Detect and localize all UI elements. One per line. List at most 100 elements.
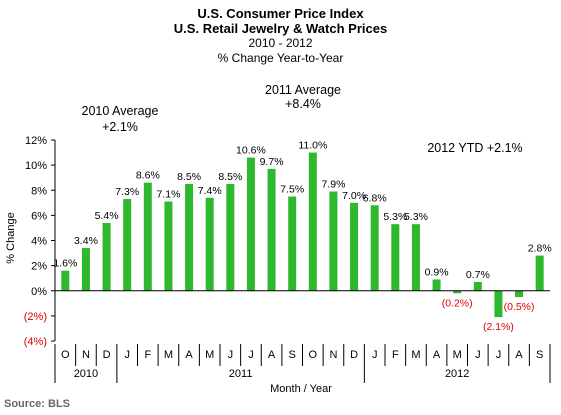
bar bbox=[143, 182, 152, 291]
x-tick-label: D bbox=[103, 349, 111, 361]
x-tick-label: J bbox=[475, 349, 481, 361]
bar bbox=[494, 290, 503, 318]
value-label: 8.5% bbox=[218, 171, 242, 183]
bars bbox=[61, 152, 544, 318]
bar bbox=[453, 290, 462, 294]
value-label: 0.7% bbox=[466, 269, 490, 281]
value-label: 10.6% bbox=[236, 145, 266, 157]
x-tick-label: M bbox=[164, 349, 173, 361]
annotation-line1: 2012 YTD +2.1% bbox=[427, 141, 522, 155]
bar bbox=[246, 157, 255, 291]
annotation-line1: 2011 Average bbox=[265, 83, 341, 97]
value-label: 7.9% bbox=[321, 179, 345, 191]
x-tick-label: F bbox=[392, 349, 399, 361]
x-tick-label: J bbox=[124, 349, 130, 361]
value-label: 7.4% bbox=[198, 185, 222, 197]
bar bbox=[350, 202, 359, 291]
bar bbox=[432, 279, 441, 291]
value-label: 7.3% bbox=[115, 186, 139, 198]
chart-title: U.S. Consumer Price Index bbox=[197, 6, 364, 21]
value-label: 5.3% bbox=[383, 211, 407, 223]
x-tick-label: M bbox=[205, 349, 214, 361]
y-axis-label: % Change bbox=[5, 212, 17, 263]
bar bbox=[535, 255, 544, 291]
bar bbox=[473, 281, 482, 291]
value-label: 5.3% bbox=[404, 211, 428, 223]
bar bbox=[411, 224, 420, 291]
x-tick-label: J bbox=[248, 349, 254, 361]
value-label: 6.8% bbox=[363, 192, 387, 204]
bar bbox=[370, 205, 379, 291]
y-tick-label: 12% bbox=[25, 135, 47, 147]
value-labels: 1.6% 3.4% 5.4% 7.3% 8.6% 7.1% 8.5% 7.4% 8.5% 10.6… bbox=[53, 140, 551, 334]
y-tick-label: 4% bbox=[31, 236, 47, 248]
x-tick-label: M bbox=[411, 349, 420, 361]
x-tick-label: S bbox=[536, 349, 543, 361]
annotation-line2: +8.4% bbox=[285, 97, 321, 111]
chart-period: 2010 - 2012 bbox=[248, 36, 313, 50]
x-tick-label: O bbox=[61, 349, 70, 361]
x-tick-label: D bbox=[350, 349, 358, 361]
x-tick-label: J bbox=[228, 349, 234, 361]
year-label: 2012 bbox=[445, 368, 469, 380]
annotations: 2010 Average +2.1% 2011 Average+8.4% 2012 Y… bbox=[82, 83, 523, 155]
x-tick-label: A bbox=[515, 349, 523, 361]
y-tick-label: 0% bbox=[31, 286, 47, 298]
value-label: 2.8% bbox=[528, 243, 552, 255]
bar bbox=[61, 270, 70, 291]
y-tick-label: 10% bbox=[25, 160, 47, 172]
annotation-line2: +2.1% bbox=[102, 120, 138, 134]
bar bbox=[81, 248, 90, 291]
value-label: 7.0% bbox=[342, 190, 366, 202]
bar bbox=[205, 197, 214, 291]
x-tick-label: A bbox=[433, 349, 441, 361]
value-label: 8.6% bbox=[136, 170, 160, 182]
x-tick-label: A bbox=[268, 349, 276, 361]
x-tick-label: A bbox=[185, 349, 193, 361]
bar bbox=[288, 196, 297, 291]
value-label: 1.6% bbox=[53, 258, 77, 270]
x-tick-label: F bbox=[144, 349, 151, 361]
x-tick-label: M bbox=[453, 349, 462, 361]
x-tick-label: J bbox=[372, 349, 378, 361]
value-label: 3.4% bbox=[74, 235, 98, 247]
y-tick-label: (2%) bbox=[24, 311, 47, 323]
year-label: 2010 bbox=[74, 368, 98, 380]
value-label: 7.5% bbox=[280, 184, 304, 196]
chart-subtitle: U.S. Retail Jewelry & Watch Prices bbox=[173, 21, 388, 36]
x-tick-label: J bbox=[496, 349, 502, 361]
value-label: (0.5%) bbox=[504, 301, 535, 313]
bar bbox=[329, 191, 338, 291]
x-axis-label: Month / Year bbox=[270, 383, 332, 395]
y-tick-label: (4%) bbox=[24, 336, 47, 348]
value-label: (2.1%) bbox=[483, 321, 514, 333]
value-label: 0.9% bbox=[425, 266, 449, 278]
x-tick-label: O bbox=[309, 349, 318, 361]
y-axis: 12% 10% 8% 6% 4% 2% 0% (2%) (4%) bbox=[24, 135, 56, 348]
value-label: 7.1% bbox=[156, 189, 180, 201]
bar-chart: 12% 10% 8% 6% 4% 2% 0% (2%) (4%) 1.6% 3.4% 5.4% 7.3… bbox=[5, 83, 552, 395]
year-label: 2011 bbox=[229, 368, 253, 380]
value-label: (0.2%) bbox=[442, 297, 473, 309]
y-tick-label: 2% bbox=[31, 261, 47, 273]
x-tick-label: N bbox=[82, 349, 90, 361]
x-tick-label: S bbox=[289, 349, 296, 361]
y-tick-label: 8% bbox=[31, 185, 47, 197]
value-label: 5.4% bbox=[95, 210, 119, 222]
bar bbox=[102, 222, 111, 291]
bar bbox=[164, 201, 173, 291]
annotation-line1: 2010 Average bbox=[82, 104, 159, 118]
bar bbox=[185, 183, 194, 291]
chart-measure: % Change Year-to-Year bbox=[217, 51, 344, 65]
bar bbox=[226, 183, 235, 291]
bar bbox=[391, 224, 400, 291]
y-tick-label: 6% bbox=[31, 210, 47, 222]
x-tick-label: N bbox=[329, 349, 337, 361]
bar bbox=[308, 152, 317, 291]
value-label: 9.7% bbox=[260, 156, 284, 168]
value-label: 11.0% bbox=[298, 140, 327, 152]
bar bbox=[123, 199, 132, 291]
source-note: Source: BLS bbox=[4, 398, 71, 410]
bar bbox=[515, 290, 524, 298]
